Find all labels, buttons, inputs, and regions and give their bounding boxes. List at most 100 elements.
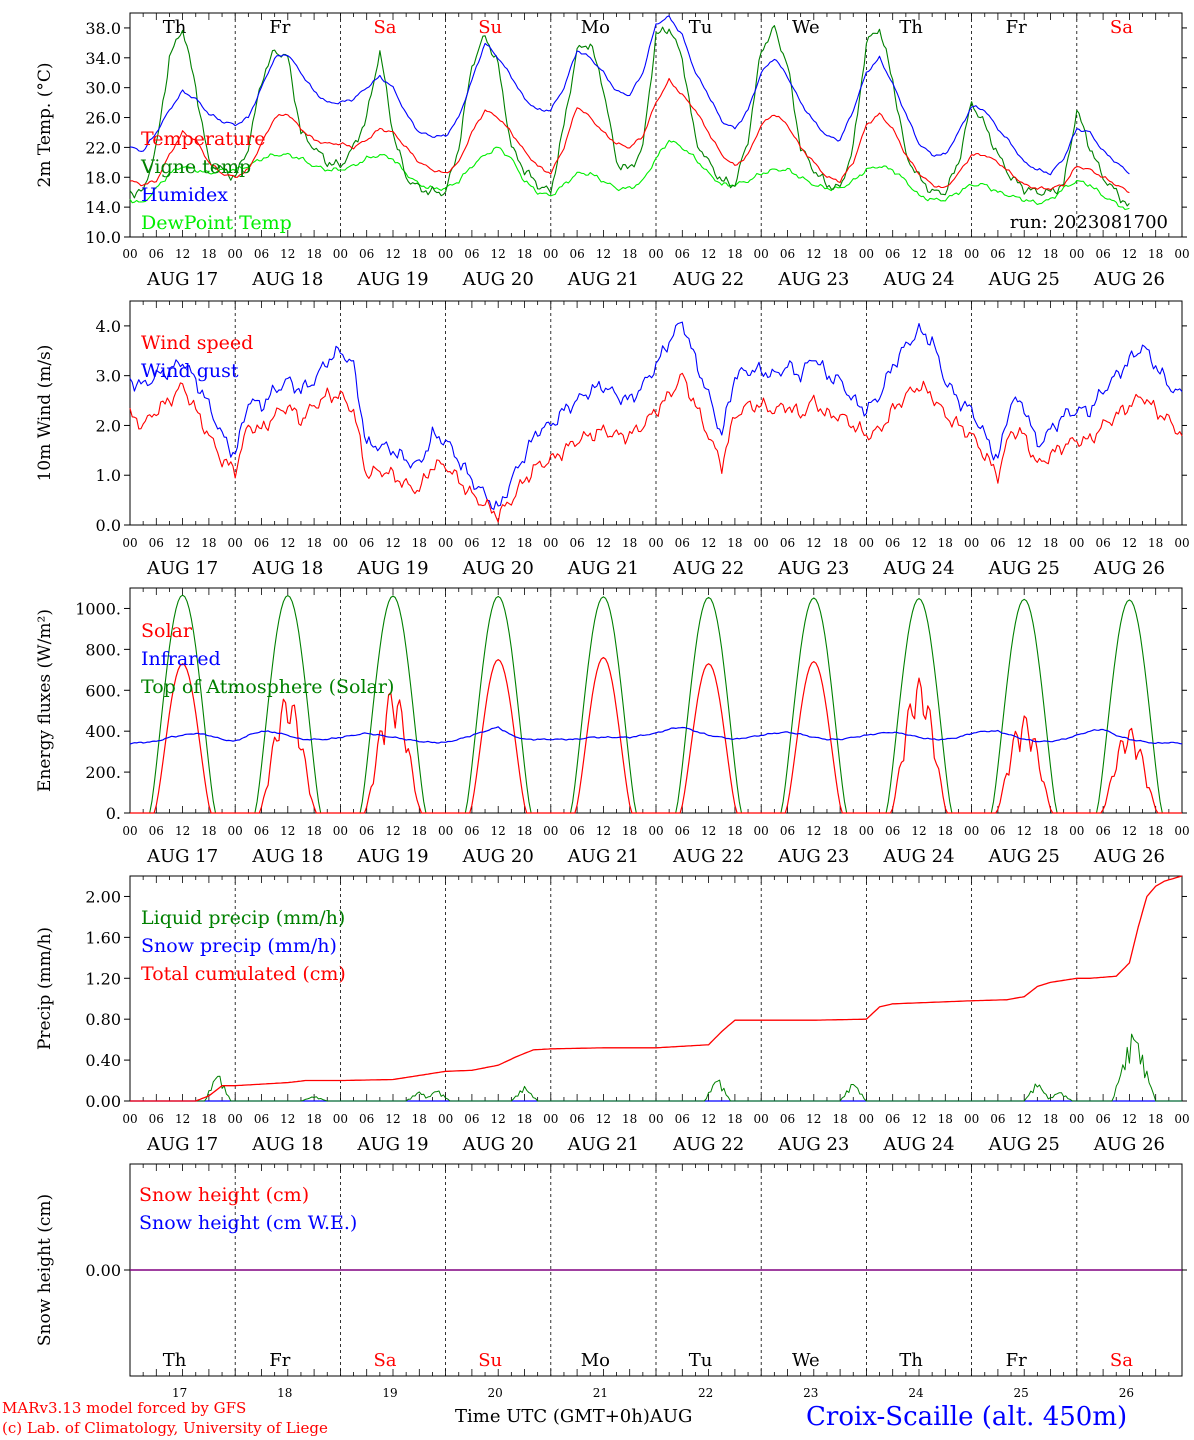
hour-tick-label: 12 (280, 247, 295, 261)
hour-tick-label: 12 (491, 1112, 506, 1126)
hour-tick-label: 00 (1174, 536, 1189, 550)
hour-tick-label: 12 (911, 247, 926, 261)
y-tick-label: 34.0 (85, 49, 121, 68)
weekday-label: Sa (1110, 17, 1133, 38)
hour-tick-label: 12 (1122, 1112, 1137, 1126)
y-tick-label: 0.00 (85, 1261, 121, 1280)
date-label: AUG 24 (882, 1134, 954, 1155)
y-tick-label: 22.0 (85, 138, 121, 157)
date-label: AUG 22 (672, 846, 744, 867)
y-axis-label: Precip (mm/h) (35, 927, 55, 1050)
hour-tick-label: 18 (517, 247, 532, 261)
hour-tick-label: 18 (201, 247, 216, 261)
day-number-label: 22 (698, 1386, 713, 1400)
date-label: AUG 21 (567, 558, 639, 579)
hour-tick-label: 06 (149, 247, 164, 261)
hour-tick-label: 06 (149, 536, 164, 550)
date-label: AUG 19 (356, 846, 428, 867)
hour-tick-label: 06 (569, 1112, 584, 1126)
series-line (129, 321, 1183, 510)
hour-tick-label: 18 (938, 247, 953, 261)
hour-tick-label: 18 (832, 247, 847, 261)
hour-tick-label: 18 (306, 824, 321, 838)
hour-tick-label: 12 (280, 1112, 295, 1126)
weekday-label: We (792, 17, 820, 38)
y-tick-label: 14.0 (85, 198, 121, 217)
y-tick-label: 400. (85, 722, 121, 741)
y-tick-label: 30.0 (85, 79, 121, 98)
hour-tick-label: 00 (1174, 824, 1189, 838)
hour-tick-label: 00 (754, 536, 769, 550)
weekday-label: Th (899, 17, 923, 38)
hour-tick-label: 12 (280, 536, 295, 550)
hour-tick-label: 12 (701, 536, 716, 550)
date-label: AUG 21 (567, 1134, 639, 1155)
hour-tick-label: 18 (412, 824, 427, 838)
legend-entry: Solar (141, 620, 193, 642)
weekday-label: Th (899, 1350, 923, 1371)
weekday-label: Su (478, 17, 502, 38)
lab-credit: (c) Lab. of Climatology, University of L… (2, 1419, 328, 1437)
weekday-label: Fr (1006, 17, 1027, 38)
hour-tick-label: 18 (1043, 824, 1058, 838)
weekday-label: Fr (269, 17, 290, 38)
series-line (130, 656, 1182, 814)
date-label: AUG 26 (1093, 1134, 1165, 1155)
hour-tick-label: 06 (675, 536, 690, 550)
hour-tick-label: 00 (122, 247, 137, 261)
hour-tick-label: 12 (806, 824, 821, 838)
hour-tick-label: 18 (938, 824, 953, 838)
hour-tick-label: 12 (911, 824, 926, 838)
hour-tick-label: 00 (122, 536, 137, 550)
station-name: Croix-Scaille (alt. 450m) (806, 1402, 1128, 1432)
hour-tick-label: 18 (1043, 536, 1058, 550)
hour-tick-label: 06 (254, 536, 269, 550)
hour-tick-label: 18 (832, 1112, 847, 1126)
hour-tick-label: 00 (648, 824, 663, 838)
hour-tick-label: 12 (596, 247, 611, 261)
hour-tick-label: 12 (911, 536, 926, 550)
hour-tick-label: 18 (622, 247, 637, 261)
hour-tick-label: 06 (990, 824, 1005, 838)
run-label: run: 2023081700 (1010, 212, 1168, 233)
hour-tick-label: 06 (569, 247, 584, 261)
hour-tick-label: 06 (885, 824, 900, 838)
hour-tick-label: 00 (122, 824, 137, 838)
hour-tick-label: 12 (596, 536, 611, 550)
day-number-label: 18 (277, 1386, 292, 1400)
hour-tick-label: 00 (438, 1112, 453, 1126)
hour-tick-label: 18 (727, 1112, 742, 1126)
hour-tick-label: 12 (596, 1112, 611, 1126)
hour-tick-label: 12 (385, 1112, 400, 1126)
hour-tick-label: 06 (675, 824, 690, 838)
y-tick-label: 4.0 (96, 317, 121, 336)
y-tick-label: 1.60 (85, 928, 121, 947)
hour-tick-label: 00 (754, 247, 769, 261)
hour-tick-label: 00 (228, 1112, 243, 1126)
hour-tick-label: 18 (517, 1112, 532, 1126)
date-label: AUG 24 (882, 558, 954, 579)
date-label: AUG 18 (251, 558, 323, 579)
hour-tick-label: 12 (280, 824, 295, 838)
legend-entry: Temperature (141, 128, 265, 150)
legend-entry: Infrared (141, 648, 221, 670)
legend-entry: DewPoint Temp (141, 212, 292, 234)
y-axis-label: Energy fluxes (W/m²) (35, 609, 55, 792)
y-tick-label: 0.40 (85, 1051, 121, 1070)
date-label: AUG 26 (1093, 558, 1165, 579)
hour-tick-label: 06 (569, 536, 584, 550)
hour-tick-label: 00 (964, 1112, 979, 1126)
date-label: AUG 17 (146, 558, 218, 579)
day-number-label: 25 (1014, 1386, 1029, 1400)
hour-tick-label: 12 (491, 247, 506, 261)
hour-tick-label: 12 (1122, 247, 1137, 261)
hour-tick-label: 00 (543, 536, 558, 550)
hour-tick-label: 18 (938, 536, 953, 550)
weekday-label: Mo (581, 1350, 610, 1371)
hour-tick-label: 00 (1174, 247, 1189, 261)
hour-tick-label: 06 (1095, 536, 1110, 550)
weekday-label: Fr (269, 1350, 290, 1371)
hour-tick-label: 06 (990, 247, 1005, 261)
hour-tick-label: 00 (648, 247, 663, 261)
y-tick-label: 38.0 (85, 19, 121, 38)
